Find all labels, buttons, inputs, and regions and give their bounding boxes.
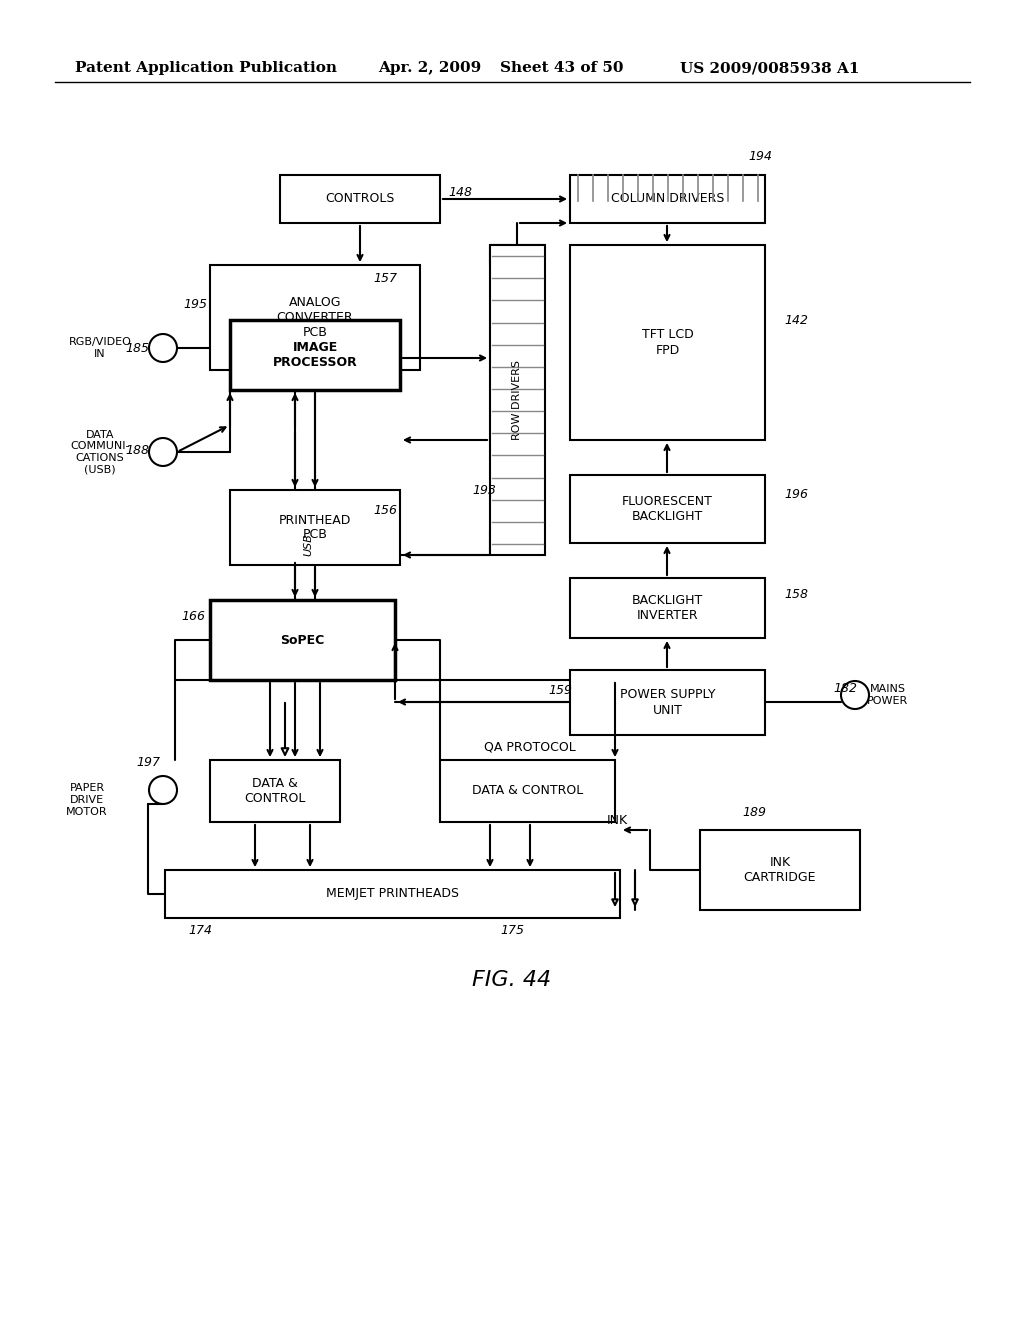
Text: MEMJET PRINTHEADS: MEMJET PRINTHEADS <box>326 887 459 900</box>
Bar <box>570 176 765 223</box>
Text: ROW DRIVERS: ROW DRIVERS <box>512 360 522 440</box>
Bar <box>700 830 860 909</box>
Text: 174: 174 <box>188 924 212 936</box>
Text: DATA
COMMUNI-
CATIONS
(USB): DATA COMMUNI- CATIONS (USB) <box>71 429 130 474</box>
Text: TFT LCD
FPD: TFT LCD FPD <box>642 329 693 356</box>
Text: 166: 166 <box>181 610 205 623</box>
Text: FIG. 44: FIG. 44 <box>472 970 552 990</box>
Text: POWER SUPPLY
UNIT: POWER SUPPLY UNIT <box>620 689 715 717</box>
Text: 156: 156 <box>373 503 397 516</box>
Text: PRINTHEAD
PCB: PRINTHEAD PCB <box>279 513 351 541</box>
Bar <box>570 578 765 638</box>
Text: MAINS
POWER: MAINS POWER <box>867 684 908 706</box>
Text: 197: 197 <box>136 756 160 770</box>
Text: FLUORESCENT
BACKLIGHT: FLUORESCENT BACKLIGHT <box>622 495 713 523</box>
Text: DATA & CONTROL: DATA & CONTROL <box>472 784 583 797</box>
Bar <box>280 176 440 223</box>
Text: 142: 142 <box>784 314 808 326</box>
Text: 196: 196 <box>784 488 808 502</box>
Bar <box>570 671 765 735</box>
Bar <box>230 490 400 565</box>
Bar <box>230 319 400 389</box>
Bar <box>210 760 340 822</box>
Text: 158: 158 <box>784 589 808 602</box>
Text: 195: 195 <box>183 298 207 312</box>
Text: IMAGE
PROCESSOR: IMAGE PROCESSOR <box>272 341 357 370</box>
Text: INK
CARTRIDGE: INK CARTRIDGE <box>743 855 816 884</box>
Text: USB: USB <box>303 533 313 557</box>
Text: QA PROTOCOL: QA PROTOCOL <box>484 741 575 754</box>
Text: 193: 193 <box>472 483 496 496</box>
Bar <box>440 760 615 822</box>
Text: Sheet 43 of 50: Sheet 43 of 50 <box>500 61 624 75</box>
Text: COLUMN DRIVERS: COLUMN DRIVERS <box>610 193 724 206</box>
Text: 182: 182 <box>833 681 857 694</box>
Text: CONTROLS: CONTROLS <box>326 193 394 206</box>
Text: Patent Application Publication: Patent Application Publication <box>75 61 337 75</box>
Text: SoPEC: SoPEC <box>281 634 325 647</box>
Bar <box>210 265 420 370</box>
Text: 148: 148 <box>449 186 472 198</box>
Text: 157: 157 <box>373 272 397 285</box>
Bar <box>165 870 620 917</box>
Bar <box>570 475 765 543</box>
Text: RGB/VIDEO
IN: RGB/VIDEO IN <box>69 337 131 359</box>
Text: US 2009/0085938 A1: US 2009/0085938 A1 <box>680 61 859 75</box>
Text: DATA &
CONTROL: DATA & CONTROL <box>245 777 306 805</box>
Bar <box>570 246 765 440</box>
Bar <box>210 601 395 680</box>
Text: 185: 185 <box>125 342 150 355</box>
Text: PAPER
DRIVE
MOTOR: PAPER DRIVE MOTOR <box>67 783 108 817</box>
Text: Apr. 2, 2009: Apr. 2, 2009 <box>378 61 481 75</box>
Bar <box>490 246 545 554</box>
Text: 188: 188 <box>125 444 150 457</box>
Text: ANALOG
CONVERTER
PCB: ANALOG CONVERTER PCB <box>276 296 353 339</box>
Text: 194: 194 <box>748 150 772 164</box>
Text: 175: 175 <box>500 924 524 936</box>
Text: INK: INK <box>606 813 628 826</box>
Text: 159: 159 <box>548 684 572 697</box>
Text: BACKLIGHT
INVERTER: BACKLIGHT INVERTER <box>632 594 703 622</box>
Text: 189: 189 <box>742 805 766 818</box>
